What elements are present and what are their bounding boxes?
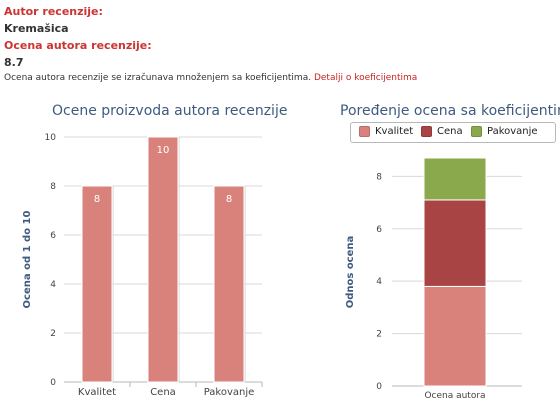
coefficient-note-text: Ocena autora recenzije se izračunava mno… <box>4 73 312 83</box>
author-name: Kremašica <box>4 22 69 35</box>
chart2-ytick-label: 8 <box>376 172 382 182</box>
chart1-data-label: 10 <box>157 145 170 156</box>
chart1-xtick-label-pakovanje: Pakovanje <box>204 387 255 398</box>
legend-label-kvalitet: Kvalitet <box>375 126 414 137</box>
chart1-ytick-label: 0 <box>50 378 56 388</box>
chart1-bar-cena <box>147 136 179 383</box>
chart1-title: Ocene proizvoda autora recenzije <box>52 103 288 119</box>
chart2-ytick-label: 0 <box>376 382 382 392</box>
chart1-ylabel: Ocena od 1 do 10 <box>22 210 33 308</box>
chart1-ytick-label: 8 <box>50 182 56 192</box>
chart1-ytick-label: 6 <box>50 231 56 241</box>
chart1-data-label: 8 <box>94 194 100 205</box>
chart1-ytick-label: 10 <box>45 133 57 143</box>
chart1-ytick-label: 4 <box>50 280 56 290</box>
chart1-ytick-label: 2 <box>50 329 56 339</box>
chart1-xtick-label-kvalitet: Kvalitet <box>78 387 116 398</box>
chart2-ytick-label: 4 <box>376 277 382 287</box>
legend-label-cena: Cena <box>437 126 463 137</box>
chart1-bar-pakovanje <box>213 185 245 383</box>
chart2-title: Poređenje ocena sa koeficijentima <box>340 103 560 119</box>
chart1-bar-kvalitet <box>81 185 113 383</box>
chart1-xtick-label-cena: Cena <box>150 387 176 398</box>
chart2-ytick-label: 6 <box>376 225 382 235</box>
legend-label-pakovanje: Pakovanje <box>487 126 538 137</box>
legend-swatch-pakovanje <box>471 126 482 137</box>
legend-swatch-kvalitet <box>359 126 370 137</box>
legend-item-cena[interactable]: Cena <box>421 126 463 137</box>
coefficient-note: Ocena autora recenzije se izračunava mno… <box>4 73 417 83</box>
chart2-segment-kvalitet <box>423 285 487 387</box>
chart2-segment-pakovanje <box>423 157 487 201</box>
chart1-data-label: 8 <box>226 194 232 205</box>
chart2-legend: Kvalitet Cena Pakovanje <box>350 122 556 143</box>
chart2-ylabel: Odnos ocena <box>345 236 356 309</box>
author-label: Autor recenzije: <box>4 5 103 18</box>
legend-item-kvalitet[interactable]: Kvalitet <box>359 126 413 137</box>
coefficient-details-link[interactable]: Detalji o koeficijentima <box>313 73 418 83</box>
chart2-ytick-label: 2 <box>376 330 382 340</box>
rating-label: Ocena autora recenzije: <box>4 39 152 52</box>
rating-value: 8.7 <box>4 56 24 69</box>
legend-swatch-cena <box>421 126 432 137</box>
legend-item-pakovanje[interactable]: Pakovanje <box>471 126 538 137</box>
chart2-xtick-label: Ocena autora <box>424 391 485 401</box>
chart2-segment-cena <box>423 199 487 287</box>
